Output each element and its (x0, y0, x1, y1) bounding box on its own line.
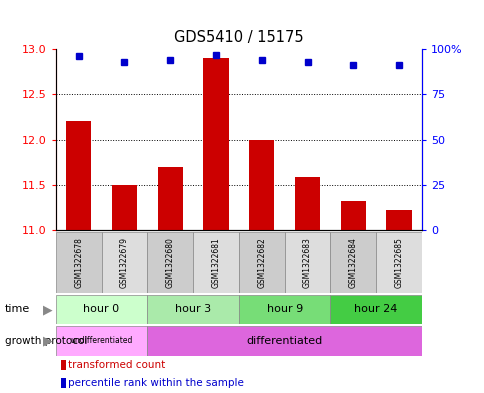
Bar (60, 360, 66, 370)
Bar (376, 232, 421, 293)
Text: differentiated: differentiated (246, 336, 322, 346)
Text: GSM1322684: GSM1322684 (348, 237, 357, 288)
Bar (340, 201, 365, 230)
Bar (101, 232, 147, 293)
Bar (330, 295, 421, 324)
Text: GSM1322678: GSM1322678 (74, 237, 83, 288)
Text: undifferentiated: undifferentiated (70, 336, 133, 345)
Text: GSM1322681: GSM1322681 (211, 237, 220, 288)
Bar (238, 232, 284, 293)
Bar (157, 167, 182, 230)
Text: hour 3: hour 3 (175, 305, 211, 314)
Bar (284, 232, 330, 293)
Text: time: time (5, 305, 30, 314)
Text: GSM1322679: GSM1322679 (120, 237, 129, 288)
Text: ▶: ▶ (43, 303, 52, 316)
Bar (56, 295, 147, 324)
Bar (56, 326, 147, 356)
Title: GDS5410 / 15175: GDS5410 / 15175 (174, 30, 303, 45)
Bar (147, 232, 193, 293)
Bar (294, 178, 319, 230)
Text: GSM1322683: GSM1322683 (302, 237, 311, 288)
Bar (112, 185, 137, 230)
Text: ▶: ▶ (43, 334, 52, 347)
Bar (203, 58, 228, 230)
Bar (60, 378, 66, 387)
Bar (147, 326, 421, 356)
Text: hour 0: hour 0 (83, 305, 120, 314)
Bar (193, 232, 238, 293)
Text: percentile rank within the sample: percentile rank within the sample (67, 378, 243, 388)
Text: transformed count: transformed count (67, 360, 165, 371)
Bar (238, 295, 330, 324)
Text: hour 24: hour 24 (354, 305, 397, 314)
Bar (147, 295, 238, 324)
Bar (249, 140, 274, 230)
Text: GSM1322680: GSM1322680 (166, 237, 174, 288)
Text: growth protocol: growth protocol (5, 336, 87, 346)
Bar (330, 232, 376, 293)
Text: GSM1322685: GSM1322685 (394, 237, 403, 288)
Text: GSM1322682: GSM1322682 (257, 237, 266, 288)
Bar (386, 210, 411, 230)
Text: hour 9: hour 9 (266, 305, 302, 314)
Bar (56, 232, 101, 293)
Bar (66, 121, 91, 230)
